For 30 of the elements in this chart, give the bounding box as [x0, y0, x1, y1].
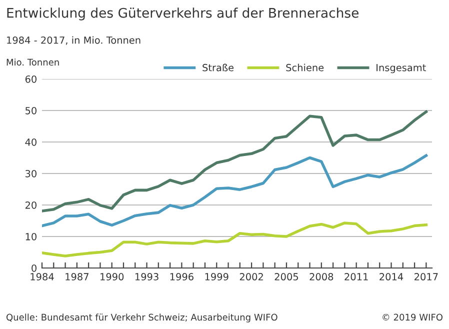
line-series [42, 154, 428, 228]
chart-subtitle: 1984 - 2017, in Mio. Tonnen [7, 36, 140, 45]
y-axis-title: Mio. Tonnen [6, 58, 59, 66]
legend-label: Schiene [286, 64, 324, 72]
y-tick-label: 20 [25, 201, 36, 209]
x-tick-label: 1999 [205, 273, 228, 280]
legend-label: Insgesamt [376, 64, 426, 74]
x-tick-label: 2011 [344, 273, 368, 280]
y-tick-label: 30 [26, 170, 36, 178]
x-tick-label: 2008 [310, 273, 334, 280]
source-note: Quelle: Bundesamt für Verkehr Schweiz; Ausarbeitung WIFO [6, 314, 278, 322]
text: © 2019 WIFO [382, 314, 442, 321]
x-tick-label: 2017 [414, 273, 438, 280]
y-tick-label: 60 [25, 75, 36, 83]
x-tick-label: 1987 [66, 273, 88, 280]
y-tick-label: 10 [26, 232, 36, 240]
x-tick-label: 2002 [240, 273, 263, 280]
legend-label: Straße [202, 64, 234, 72]
x-tick-label: 1990 [100, 273, 124, 280]
x-tick-label: 1996 [170, 273, 194, 280]
y-tick-label: 0 [32, 264, 36, 272]
line-series [42, 222, 428, 258]
line-series [42, 110, 428, 212]
x-tick-label: 2005 [274, 273, 298, 280]
x-tick-label: 2014 [380, 273, 404, 280]
y-tick-label: 40 [25, 138, 36, 146]
x-tick-label: 1993 [135, 273, 158, 280]
y-tick-label: 50 [26, 106, 36, 114]
chart-title: Entwicklung des Güterverkehrs auf der Brennerachse [7, 8, 358, 20]
x-tick-label: 1984 [30, 273, 54, 280]
